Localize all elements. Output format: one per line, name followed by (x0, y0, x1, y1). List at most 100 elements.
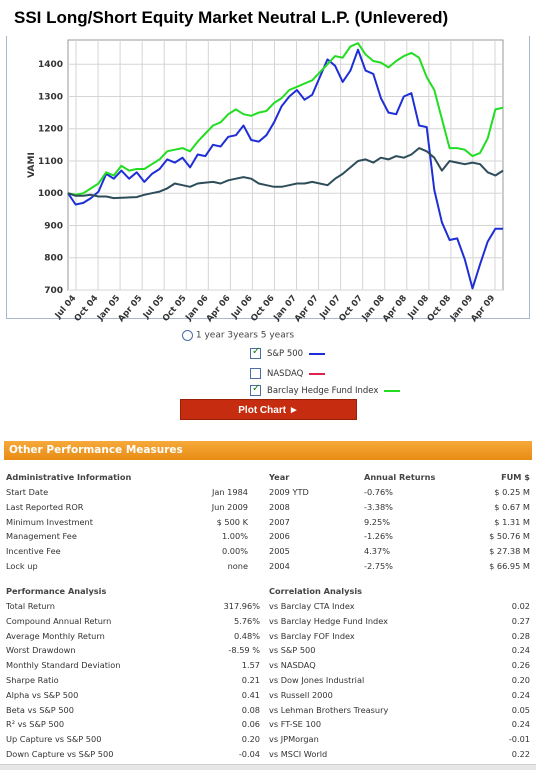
corr-label: vs Russell 2000 (269, 689, 333, 700)
corr-label: vs Lehman Brothers Treasury (269, 704, 389, 715)
legend-swatch (309, 372, 326, 375)
admin-label: Start Date (6, 487, 49, 497)
perf-label: Sharpe Ratio (6, 675, 59, 685)
perf-label: Monthly Standard Deviation (6, 660, 121, 671)
year-cell: 2004 (269, 561, 290, 571)
y-axis-label: VAMI (27, 152, 37, 178)
page-title: SSI Long/Short Equity Market Neutral L.P… (14, 8, 449, 27)
corr-label: vs Dow Jones Industrial (269, 675, 365, 685)
corr-value: 0.24 (511, 645, 530, 656)
admin-label: Incentive Fee (6, 546, 61, 557)
corr-value: 0.24 (511, 719, 530, 730)
checkbox-icon[interactable] (250, 346, 261, 359)
admin-value: 1.00% (221, 531, 248, 542)
fum-header: FUM $ (501, 472, 530, 482)
series-line (67, 42, 504, 196)
perf-value: 1.57 (241, 660, 260, 671)
corr-value: 0.27 (511, 615, 530, 626)
fum-cell: $ 50.76 M (489, 531, 530, 542)
perf-label: Down Capture vs S&P 500 (6, 749, 114, 759)
year-cell: 2007 (269, 516, 290, 527)
admin-label: Management Fee (6, 531, 77, 542)
y-tick-label: 1100 (38, 157, 63, 167)
perf-label: R² vs S&P 500 (6, 719, 65, 730)
corr-label: vs NASDAQ (269, 660, 316, 671)
corr-header: Correlation Analysis (269, 586, 363, 596)
corr-label: vs FT-SE 100 (269, 719, 322, 730)
corr-value: -0.01 (508, 734, 530, 745)
chart-frame (6, 36, 530, 319)
x-tick-label: Apr 08 (381, 293, 409, 324)
admin-label: Last Reported ROR (6, 501, 84, 512)
x-tick-label: Apr 05 (116, 293, 144, 324)
perf-label: Worst Drawdown (6, 645, 76, 656)
y-tick-label: 700 (44, 286, 63, 296)
corr-label: vs JPMorgan (269, 734, 319, 745)
x-tick-label: Oct 06 (249, 293, 277, 323)
admin-label: Lock up (6, 561, 38, 571)
legend-item-sp500[interactable]: S&P 500 (250, 346, 326, 359)
radio-icon[interactable] (182, 330, 193, 341)
perf-value: 0.08 (241, 704, 260, 715)
perf-value: 0.41 (241, 689, 260, 700)
period-selector[interactable]: 1 year 3years 5 years (182, 330, 294, 341)
y-tick-label: 1300 (38, 92, 63, 102)
return-cell: 9.25% (364, 516, 391, 527)
fum-cell: $ 27.38 M (489, 546, 530, 557)
corr-value: 0.02 (511, 601, 530, 611)
x-tick-label: Oct 04 (73, 293, 101, 323)
corr-value: 0.28 (511, 630, 530, 641)
year-header: Year (269, 472, 290, 482)
footer-divider (0, 764, 536, 770)
legend-swatch (309, 352, 326, 355)
perf-value: -8.59 % (228, 645, 260, 656)
return-cell: -0.76% (364, 487, 393, 497)
fum-cell: $ 1.31 M (494, 516, 530, 527)
legend-swatch (384, 389, 401, 392)
corr-label: vs Barclay CTA Index (269, 601, 355, 611)
return-cell: -1.26% (364, 531, 393, 542)
perf-label: Average Monthly Return (6, 630, 105, 641)
perf-label: Beta vs S&P 500 (6, 704, 74, 715)
y-tick-label: 1400 (38, 60, 63, 70)
perf-value: 0.21 (241, 675, 260, 685)
x-tick-label: Oct 05 (161, 293, 189, 323)
legend-item-barclay[interactable]: Barclay Hedge Fund Index (250, 383, 401, 396)
checkbox-icon[interactable] (250, 368, 261, 379)
corr-label: vs Barclay Hedge Fund Index (269, 615, 388, 626)
fum-cell: $ 0.25 M (494, 487, 530, 497)
year-cell: 2006 (269, 531, 290, 542)
plot-chart-button[interactable]: Plot Chart ► (180, 399, 357, 420)
admin-value: none (227, 561, 248, 571)
return-cell: 4.37% (364, 546, 391, 557)
series-line (67, 147, 504, 200)
legend-label: S&P 500 (267, 349, 304, 359)
perf-value: 317.96% (223, 601, 260, 611)
perf-value: 0.48% (233, 630, 260, 641)
admin-label: Minimum Investment (6, 516, 93, 527)
x-tick-label: Apr 09 (469, 293, 497, 324)
corr-value: 0.24 (511, 689, 530, 700)
perf-value: -0.04 (238, 749, 260, 759)
legend-label: Barclay Hedge Fund Index (267, 386, 379, 396)
perf-label: Compound Annual Return (6, 615, 112, 626)
y-tick-label: 1000 (38, 189, 63, 199)
corr-label: vs S&P 500 (269, 645, 316, 656)
legend-item-nasdaq[interactable]: NASDAQ (250, 368, 326, 379)
y-tick-label: 1200 (38, 125, 63, 135)
admin-value: Jan 1984 (211, 487, 248, 497)
x-tick-label: Oct 08 (426, 293, 454, 323)
perf-value: 5.76% (233, 615, 260, 626)
admin-value: $ 500 K (216, 516, 248, 527)
admin-value: Jun 2009 (211, 501, 248, 512)
year-cell: 2005 (269, 546, 290, 557)
fum-cell: $ 0.67 M (494, 501, 530, 512)
corr-label: vs MSCI World (269, 749, 328, 759)
y-tick-label: 900 (44, 221, 63, 231)
corr-value: 0.20 (511, 675, 530, 685)
checkbox-icon[interactable] (250, 383, 261, 396)
perf-value: 0.06 (241, 719, 260, 730)
y-tick-label: 800 (44, 254, 63, 264)
perf-label: Alpha vs S&P 500 (6, 689, 79, 700)
